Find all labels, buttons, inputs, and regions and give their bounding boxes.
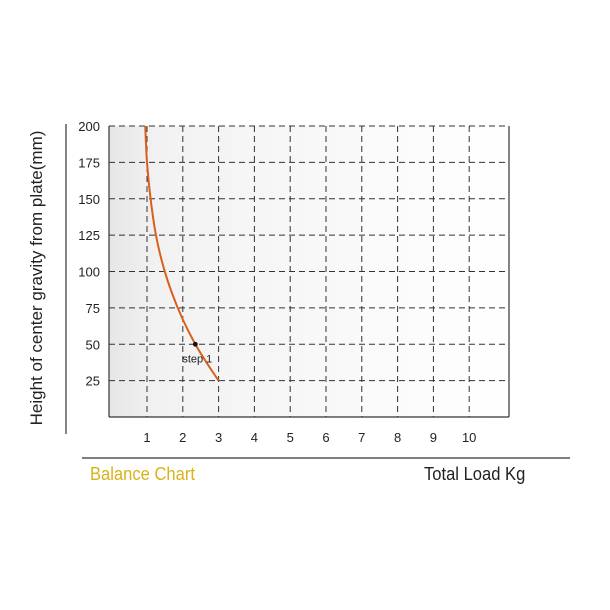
annotation-label: step 1 bbox=[182, 353, 212, 365]
y-tick-label: 150 bbox=[78, 192, 100, 207]
y-tick-labels: 25 50 75 100 125 150 175 200 bbox=[78, 119, 100, 389]
x-tick-label: 7 bbox=[358, 430, 365, 445]
footer-title: Balance Chart bbox=[90, 464, 195, 484]
annotation-point bbox=[192, 341, 198, 347]
y-tick-label: 75 bbox=[86, 301, 100, 316]
x-tick-label: 3 bbox=[215, 430, 222, 445]
x-tick-label: 1 bbox=[143, 430, 150, 445]
x-tick-label: 2 bbox=[179, 430, 186, 445]
x-tick-label: 9 bbox=[430, 430, 437, 445]
annotations: step 1 bbox=[182, 341, 212, 365]
y-tick-label: 125 bbox=[78, 228, 100, 243]
y-tick-label: 50 bbox=[86, 337, 100, 352]
x-tick-label: 5 bbox=[287, 430, 294, 445]
x-tick-labels: 1 2 3 4 5 6 7 8 9 10 bbox=[143, 430, 476, 445]
plot-frame bbox=[108, 126, 510, 418]
y-tick-label: 25 bbox=[86, 374, 100, 389]
x-tick-label: 4 bbox=[251, 430, 258, 445]
grid bbox=[109, 125, 509, 417]
y-tick-label: 175 bbox=[78, 155, 100, 170]
y-tick-label: 200 bbox=[78, 119, 100, 134]
y-tick-label: 100 bbox=[78, 265, 100, 280]
y-axis-label: Height of center gravity from plate(mm) bbox=[27, 131, 46, 426]
x-tick-label: 6 bbox=[322, 430, 329, 445]
series-line bbox=[144, 125, 220, 382]
series-group bbox=[144, 125, 220, 382]
x-tick-label: 10 bbox=[462, 430, 476, 445]
x-axis-label: Total Load Kg bbox=[424, 464, 526, 484]
x-tick-label: 8 bbox=[394, 430, 401, 445]
